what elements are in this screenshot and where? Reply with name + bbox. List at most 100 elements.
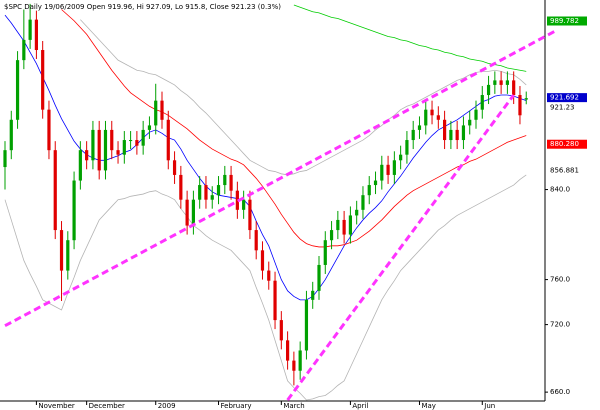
candle-body (122, 140, 126, 155)
candle-body (210, 195, 214, 200)
candle-body (160, 100, 164, 120)
candle-body (518, 95, 522, 116)
candle-body (191, 199, 195, 226)
candle-body (430, 109, 434, 116)
candle-body (172, 160, 177, 175)
value-label-box (547, 139, 587, 149)
candle-body (342, 219, 346, 235)
y-tick-label: 720.0 (550, 321, 570, 329)
candle-body (141, 129, 145, 146)
x-tick-label: May (421, 402, 435, 410)
value-label: 880.280 (550, 140, 579, 148)
y-tick-label: 840.0 (550, 186, 570, 194)
value-label-box (547, 103, 587, 113)
candle-body (298, 350, 302, 371)
overlay-line (293, 4, 527, 72)
chart-title: $SPC Daily 19/06/2009 Open 919.96, Hi 92… (4, 3, 281, 11)
candle-body (424, 109, 428, 126)
x-tick-label: March (283, 402, 304, 410)
candle-body (292, 360, 296, 371)
candle-body (135, 140, 139, 146)
candle-body (179, 174, 183, 200)
candle-body (97, 129, 101, 171)
candle-body (242, 199, 246, 210)
candle-body (204, 185, 208, 200)
candle-body (47, 109, 51, 151)
candle-body (216, 185, 221, 196)
candle-body (443, 119, 447, 141)
candle-body (286, 340, 290, 361)
x-tick-label: December (89, 402, 125, 410)
candle-body (198, 185, 202, 200)
candle-body (411, 129, 415, 141)
candle-body (66, 240, 70, 271)
candle-body (85, 150, 89, 161)
candle-body (248, 199, 252, 231)
candle-body (373, 180, 378, 186)
axis-labels: 840.0 760.0 720.0 660.0 November December 2009… (35, 16, 587, 410)
value-label: 921.23 (550, 104, 575, 112)
value-label-box (547, 166, 587, 176)
candle-body (399, 154, 403, 161)
candle-body (103, 129, 108, 171)
candle-body (449, 129, 453, 141)
trendline (4, 28, 559, 328)
overlay-line (80, 19, 527, 176)
candle-body (9, 119, 13, 151)
candle-body (304, 299, 309, 351)
value-label: 921.692 (550, 94, 579, 102)
value-label: 856.881 (550, 167, 579, 175)
candle-body (317, 264, 321, 291)
candle-body (3, 150, 7, 168)
candle-body (59, 230, 64, 271)
plot-area (3, 3, 559, 401)
candle-body (512, 80, 516, 96)
candle-body (493, 80, 497, 85)
x-tick-label: April (352, 402, 368, 410)
overlay-line (61, 9, 527, 248)
candle-body (468, 119, 472, 126)
candle-body (417, 125, 422, 130)
candle-body (254, 230, 258, 251)
candle-body (279, 320, 283, 341)
candle-body (386, 164, 390, 175)
candle-body (499, 80, 503, 85)
candle-body (28, 19, 32, 40)
candle-body (147, 125, 152, 130)
candle-body (41, 50, 45, 110)
x-tick-label: 2009 (158, 402, 176, 410)
trendline (286, 94, 515, 401)
x-tick-label: November (38, 402, 75, 410)
x-tick-label: Jun (483, 402, 495, 410)
candle-body (367, 185, 371, 196)
candle-body (348, 215, 352, 235)
candle-body (355, 209, 359, 216)
candle-body (474, 109, 478, 120)
candle-body (361, 195, 365, 210)
overlay-line (4, 174, 527, 401)
candle-body (455, 129, 459, 141)
candle-body (72, 180, 76, 241)
x-tick-label: February (221, 402, 252, 410)
candle-body (185, 199, 189, 226)
value-label: 989.782 (550, 17, 579, 25)
candle-body (329, 230, 334, 241)
candle-body (436, 115, 440, 120)
candle-body (480, 95, 484, 110)
value-label-box (547, 93, 587, 103)
candle-body (336, 219, 340, 231)
candle-body (405, 140, 409, 155)
value-label-box (547, 16, 587, 26)
candle-body (154, 100, 158, 126)
candle-body (15, 60, 20, 120)
candle-body (380, 164, 384, 181)
candle-body (53, 150, 57, 231)
candle-body (78, 150, 82, 181)
candle-body (486, 84, 491, 96)
candle-body (116, 150, 120, 155)
candle-body (91, 129, 95, 161)
candle-body (260, 250, 265, 271)
candle-body (505, 80, 509, 85)
